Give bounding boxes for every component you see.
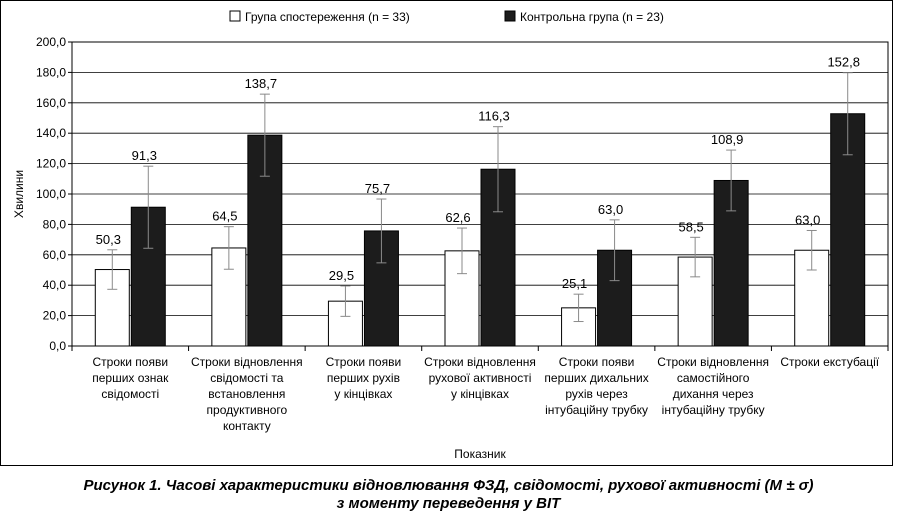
plot-area: [71, 41, 889, 347]
legend-label: Контрольна група (n = 23): [520, 10, 664, 24]
y-axis-title: Хвилини: [12, 170, 26, 218]
data-label: 63,0: [795, 212, 820, 227]
data-label: 116,3: [478, 109, 510, 124]
data-label: 75,7: [365, 181, 390, 196]
data-label: 108,9: [711, 132, 744, 147]
bar-chart: 0,0 20,0 40,0 60,0 80,0 100,0 120,0 140,0 160,0 1…: [12, 10, 889, 461]
y-tick-label: 200,0: [36, 35, 66, 49]
legend-swatch: [504, 10, 516, 22]
data-label: 25,1: [562, 276, 587, 291]
figure-caption-line-1: Рисунок 1. Часові характеристики відновл…: [83, 477, 814, 494]
y-tick-label: 180,0: [36, 65, 66, 79]
y-tick-label: 0,0: [49, 339, 66, 353]
data-label: 58,5: [678, 219, 703, 234]
chart-frame: [0, 0, 893, 466]
y-tick-label: 120,0: [36, 157, 66, 171]
x-axis-title: Показник: [454, 447, 506, 461]
y-tick-label: 160,0: [36, 96, 66, 110]
x-category-label: Строки відновлення самостійного дихання че…: [657, 355, 769, 417]
legend-swatch: [229, 10, 241, 22]
data-label: 138,7: [245, 76, 278, 91]
x-category-label: Строки відновлення рухової активності у кі…: [424, 355, 536, 401]
legend-label: Група спостереження (n = 33): [245, 10, 410, 24]
data-label: 63,0: [598, 202, 623, 217]
y-tick-label: 20,0: [43, 309, 67, 323]
x-category-label: Строки появи перших ознак свідомості: [92, 355, 169, 401]
data-label: 152,8: [827, 55, 860, 70]
x-category-label: Строки появи перших рухів у кінцівках: [326, 355, 402, 401]
y-tick-label: 100,0: [36, 187, 66, 201]
data-label: 29,5: [329, 268, 354, 283]
data-label: 64,5: [212, 209, 237, 224]
data-label: 62,6: [445, 210, 470, 225]
bar-control-group: [363, 230, 399, 347]
data-label: 50,3: [96, 232, 121, 247]
figure-caption-line-2: з моменту переведення у ВІТ: [336, 495, 561, 512]
bar-control-group: [597, 249, 633, 347]
y-tick-label: 80,0: [43, 217, 67, 231]
y-tick-label: 140,0: [36, 126, 66, 140]
y-tick-label: 60,0: [43, 248, 67, 262]
x-category-label: Строки відновлення свідомості та встановле…: [191, 355, 303, 433]
bar-observation-group: [561, 307, 597, 347]
y-tick-label: 40,0: [43, 278, 67, 292]
data-label: 91,3: [132, 148, 157, 163]
x-category-label: Строки екстубації: [780, 355, 879, 369]
x-category-label: Строки появи перших дихальних рухів через і…: [544, 355, 648, 417]
